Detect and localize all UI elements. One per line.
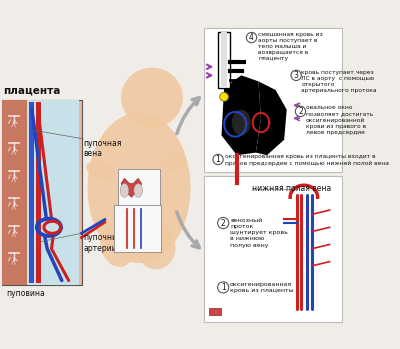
Text: плацента: плацента [4,86,61,96]
Text: пупочные
артерии: пупочные артерии [83,233,123,253]
Ellipse shape [121,68,183,128]
Circle shape [213,154,223,165]
Bar [29,102,34,283]
Text: оксигенированная
кровь из плаценты: оксигенированная кровь из плаценты [230,282,294,294]
Polygon shape [121,178,142,197]
Bar [36,102,41,283]
Ellipse shape [88,113,190,263]
Polygon shape [256,81,287,155]
Polygon shape [222,75,261,155]
Bar [221,32,228,88]
Bar [118,169,160,208]
Ellipse shape [232,110,251,135]
Circle shape [220,92,228,101]
Ellipse shape [120,184,129,197]
Circle shape [218,217,229,229]
Bar [2,100,28,285]
Bar [114,205,161,252]
Text: кровь поступает через
ЛС в аорту  с помощью
открытого
артериального протока: кровь поступает через ЛС в аорту с помощ… [301,70,377,93]
Ellipse shape [100,220,135,267]
Text: 2: 2 [298,107,303,116]
Text: оксигенированная кровь из плаценты входит в
правое предсердие с помощью нижней п: оксигенированная кровь из плаценты входи… [225,154,389,165]
Circle shape [291,70,301,81]
Text: 3: 3 [294,71,299,80]
Text: смешанная кровь из
аорты поступает в
тело малыша и
возвращается в
плаценту: смешанная кровь из аорты поступает в тел… [258,32,323,61]
Bar [204,28,342,172]
Text: венозный
проток
шунтирует кровь
в нижнюю
полую вену: венозный проток шунтирует кровь в нижнюю… [230,218,288,248]
Circle shape [218,282,229,293]
Ellipse shape [137,227,176,269]
Bar [218,32,230,88]
Text: пупочная
вена: пупочная вена [83,139,122,158]
Text: 1: 1 [221,283,226,292]
Circle shape [246,32,257,43]
Text: нижняя полая вена: нижняя полая вена [252,184,331,193]
Bar [209,308,221,315]
Text: 2: 2 [221,218,226,228]
Circle shape [295,106,306,117]
Text: пуповина: пуповина [6,289,45,298]
Bar [28,100,79,285]
Ellipse shape [134,184,142,197]
Bar [2,100,82,285]
Bar [204,176,342,322]
Text: 1: 1 [216,155,220,164]
Text: 4: 4 [249,33,254,42]
Text: овальное окно
позволяет достигать
оксигенированной
крови из правого в
левое пред: овальное окно позволяет достигать оксиге… [306,105,373,135]
Ellipse shape [86,161,115,180]
Ellipse shape [161,154,186,171]
